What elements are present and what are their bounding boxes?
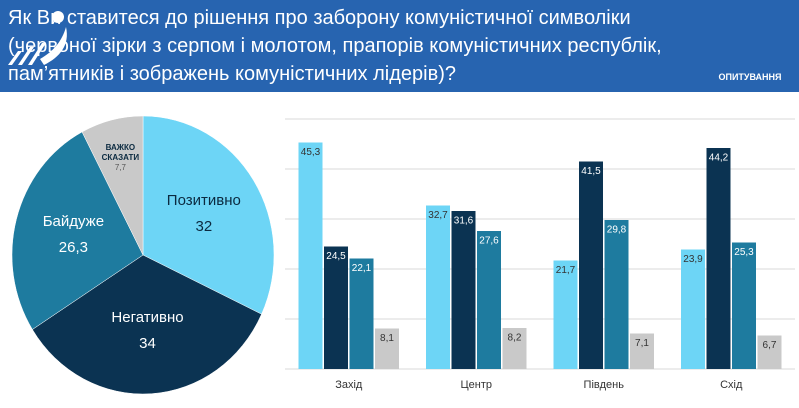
value-label: 31,6 (454, 216, 474, 227)
pie-label: Негативно 34 (93, 301, 203, 361)
bar (451, 211, 476, 369)
charts: Позитивно 32 Негативно 34 Байдуже 26,3 ВАЖКО С… (11, 115, 795, 395)
pie-slice (81, 115, 144, 256)
x-tick-label: Захід (335, 379, 363, 391)
x-tick-label: Центр (461, 379, 493, 391)
value-label: 45,3 (301, 147, 321, 158)
pie-label-box: ВАЖКО СКАЗАТИ 7,7 (96, 138, 144, 178)
title: Як Ви ставитеся до рішення про заборону … (8, 7, 662, 85)
bar (579, 161, 603, 369)
pie-label: Позитивно 32 (149, 184, 259, 244)
pie-category: Позитивно (166, 192, 241, 210)
bar (426, 205, 450, 369)
value-label: 8,2 (508, 333, 522, 344)
pie-slice (11, 131, 144, 330)
x-tick-label: Південь (584, 379, 625, 391)
bar (324, 246, 348, 369)
header: Як Ви ставитеся до рішення про заборону … (0, 0, 799, 92)
logo (8, 11, 67, 65)
bar (349, 258, 374, 369)
value-label: 29,8 (607, 225, 627, 236)
pie-value: 26,3 (58, 239, 88, 257)
bar (706, 148, 731, 369)
bar (553, 260, 578, 369)
value-label: 21,7 (556, 265, 576, 276)
pie-value: 7,7 (114, 162, 126, 172)
value-label: 7,1 (635, 338, 649, 349)
pie-category: Негативно (111, 309, 184, 327)
value-label: 24,5 (326, 251, 346, 262)
bar (604, 220, 629, 369)
value-label: 41,5 (581, 166, 601, 177)
pie-value: 34 (139, 335, 156, 353)
bar (375, 328, 399, 369)
bar (298, 142, 323, 369)
value-label: 32,7 (428, 210, 448, 221)
pie-category: Байдуже (42, 213, 105, 231)
value-label: 6,7 (763, 340, 777, 351)
bar (757, 335, 782, 369)
pie-slice (142, 115, 275, 315)
pie-label-box: Позитивно 32 (149, 184, 259, 244)
pie-slice (32, 254, 262, 395)
value-label: 44,2 (709, 153, 729, 164)
pie-label-box: Байдуже 26,3 (18, 205, 128, 265)
bar (630, 333, 654, 369)
pie-label: Байдуже 26,3 (18, 205, 128, 265)
logo-text: ОПИТУВАННЯ (718, 72, 782, 82)
value-label: 22,1 (352, 263, 372, 274)
value-label: 23,9 (683, 254, 703, 265)
pie-label-box: Негативно 34 (93, 301, 203, 361)
value-label: 25,3 (734, 247, 754, 258)
value-label: 8,1 (380, 333, 394, 344)
x-tick-label: Схід (720, 379, 743, 391)
value-label: 27,6 (479, 236, 499, 247)
bar (477, 231, 501, 369)
bar (732, 242, 756, 369)
pie-value: 32 (195, 218, 213, 236)
pie-category: ВАЖКО СКАЗАТИ (101, 142, 140, 162)
bar (502, 328, 527, 369)
bar (681, 249, 705, 369)
